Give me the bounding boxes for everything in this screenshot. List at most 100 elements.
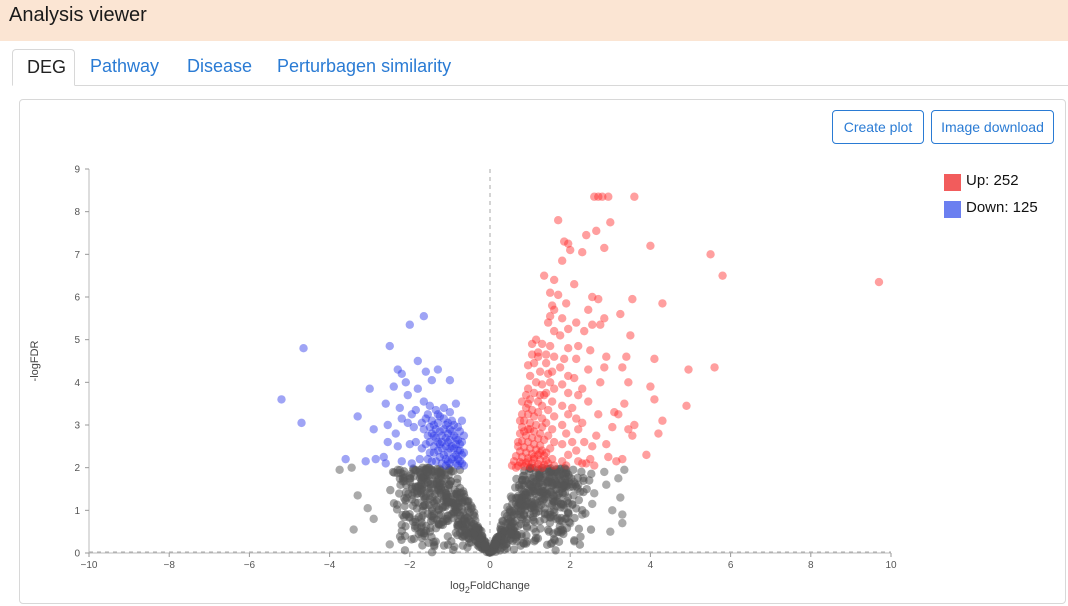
ns-point <box>531 533 541 543</box>
tab-disease[interactable]: Disease <box>187 56 253 76</box>
down-point <box>455 446 465 455</box>
up-point <box>535 429 545 438</box>
ns-point <box>498 516 507 526</box>
up-point <box>606 218 615 227</box>
up-point <box>570 373 579 383</box>
up-point <box>874 277 884 287</box>
ns-point <box>509 545 519 554</box>
down-point <box>423 454 433 464</box>
up-point <box>622 352 631 361</box>
down-point <box>277 395 286 404</box>
up-point <box>541 358 551 368</box>
down-point <box>451 450 461 460</box>
tab-deg[interactable]: DEG <box>12 49 75 86</box>
up-point <box>578 384 587 393</box>
up-point <box>628 294 637 304</box>
down-point <box>435 427 445 436</box>
up-point <box>541 456 551 465</box>
up-point <box>523 399 533 408</box>
up-point <box>537 414 547 423</box>
ns-point <box>576 532 585 541</box>
up-point <box>574 457 583 466</box>
up-point <box>563 239 573 248</box>
up-point <box>598 192 607 201</box>
up-point <box>549 352 559 361</box>
tab-perturbagen-similarity[interactable]: Perturbagen similarity <box>277 56 452 76</box>
up-point <box>517 452 527 462</box>
image-download-button[interactable]: Image download <box>931 110 1054 144</box>
down-point <box>413 356 423 366</box>
ns-point <box>500 509 510 519</box>
up-point <box>517 410 527 419</box>
ns-point <box>549 534 559 544</box>
down-point <box>443 448 453 457</box>
down-point <box>437 459 447 468</box>
ns-point <box>401 522 410 531</box>
up-point <box>531 463 541 472</box>
ns-point <box>417 514 426 523</box>
down-point <box>427 457 437 466</box>
up-point <box>527 433 537 442</box>
up-point <box>572 414 581 423</box>
up-point <box>568 403 577 413</box>
up-point <box>650 395 659 404</box>
up-point <box>533 450 543 460</box>
y-tick-label: 3 <box>74 421 80 432</box>
legend-label-up: Up: 252 <box>966 172 1019 189</box>
down-point <box>449 431 459 440</box>
down-point <box>383 437 392 447</box>
ns-point <box>413 489 423 498</box>
ns-point <box>558 517 567 526</box>
up-point <box>537 422 547 432</box>
up-point <box>646 241 655 250</box>
ns-point <box>432 495 442 505</box>
up-point <box>547 301 557 310</box>
up-point <box>624 378 633 387</box>
up-point <box>545 444 555 453</box>
up-point <box>549 461 559 470</box>
ns-point <box>590 489 599 498</box>
up-point <box>523 425 533 434</box>
down-point <box>431 425 441 434</box>
x-tick-label: −8 <box>163 560 175 571</box>
ns-point <box>480 540 490 549</box>
ns-point <box>395 532 405 541</box>
up-point <box>630 420 639 430</box>
page-title: Analysis viewer <box>9 4 147 26</box>
up-point <box>535 367 545 376</box>
x-tick-label: 2 <box>567 560 573 571</box>
up-point <box>543 459 553 468</box>
up-point <box>537 380 547 389</box>
ns-point <box>429 537 438 547</box>
up-point <box>529 412 539 421</box>
up-point <box>519 462 529 471</box>
ns-point <box>472 522 481 532</box>
up-point <box>557 256 567 265</box>
ns-point <box>398 477 407 486</box>
down-point <box>397 414 406 423</box>
up-point <box>592 226 601 236</box>
create-plot-button[interactable]: Create plot <box>832 110 924 144</box>
ns-point <box>538 494 547 503</box>
down-point <box>433 418 443 428</box>
up-point <box>592 431 601 440</box>
up-point <box>596 320 605 329</box>
up-point <box>539 271 549 280</box>
down-point <box>419 312 429 321</box>
down-point <box>403 418 412 428</box>
down-point <box>459 431 469 440</box>
up-point <box>515 416 525 425</box>
up-point <box>650 354 659 364</box>
ns-point <box>426 484 436 493</box>
down-point <box>393 442 402 451</box>
down-point <box>391 429 400 438</box>
up-point <box>658 299 667 308</box>
y-tick-label: 6 <box>74 293 80 304</box>
down-point <box>381 399 390 408</box>
up-point <box>559 237 569 246</box>
up-point <box>547 425 557 434</box>
down-point <box>437 437 447 447</box>
up-point <box>535 441 545 450</box>
tab-pathway[interactable]: Pathway <box>90 56 160 76</box>
down-point <box>429 442 439 451</box>
